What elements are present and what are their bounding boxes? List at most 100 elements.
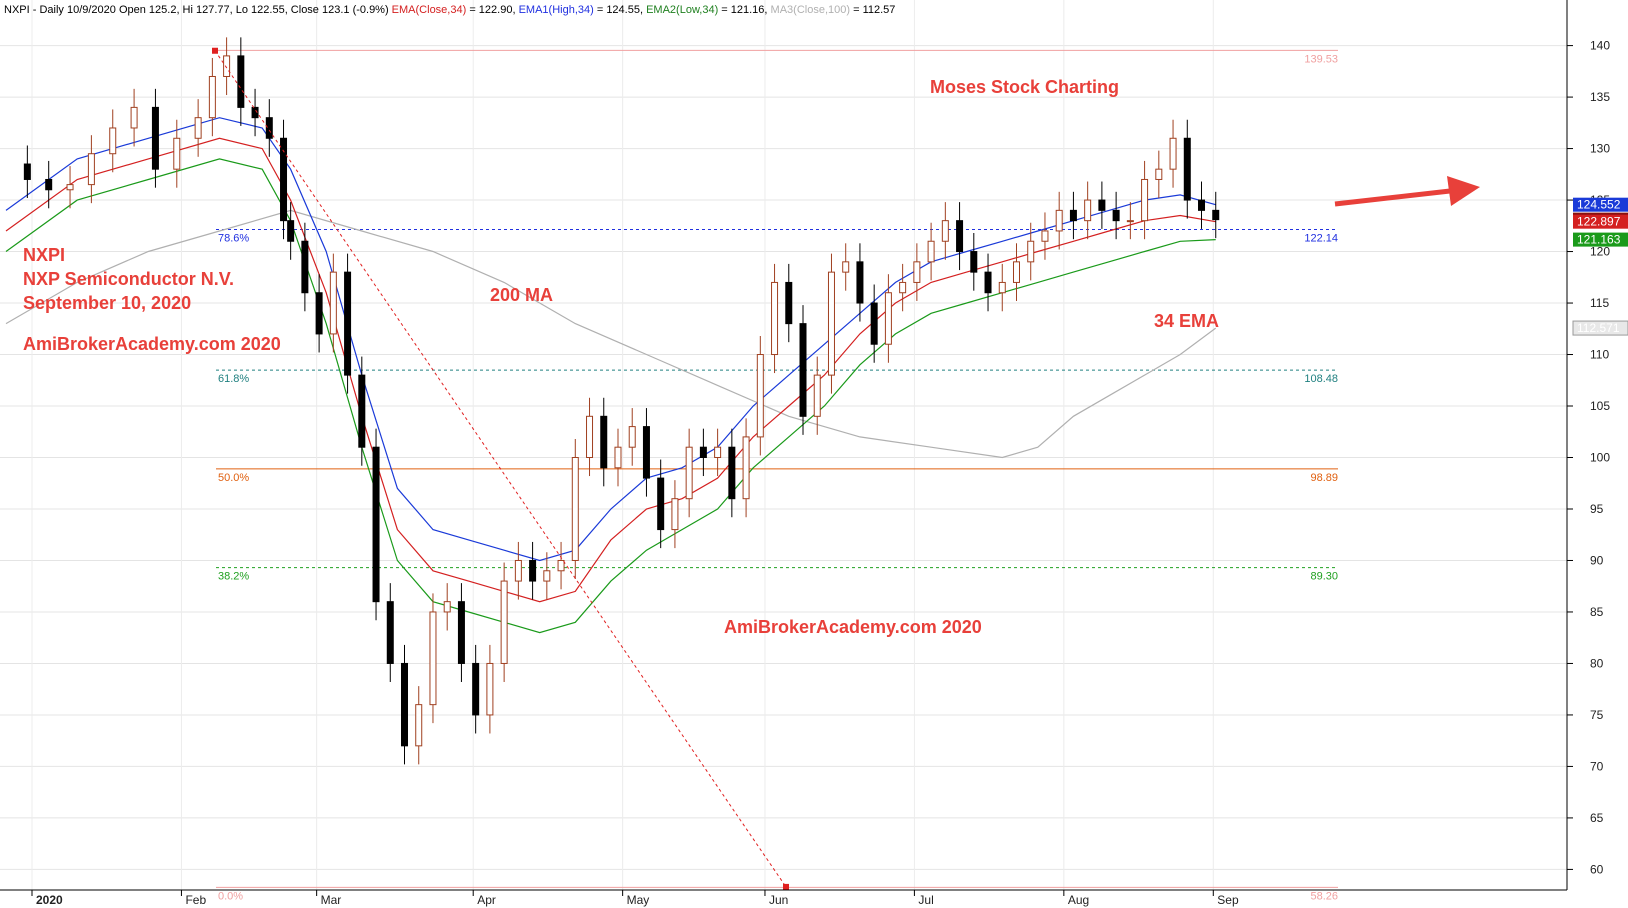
month-label: Apr — [477, 893, 496, 907]
fib-trend-line — [212, 47, 789, 890]
header-part: = 124.55, — [594, 4, 643, 16]
candle-body — [1155, 168, 1163, 180]
candle-body — [223, 55, 231, 77]
arrow-icon — [1334, 176, 1480, 207]
candle-body — [372, 446, 380, 603]
y-tick-label: 140 — [1590, 39, 1610, 53]
candle-body — [1183, 137, 1191, 201]
series-line-ma100 — [5, 209, 1217, 459]
fib-pct-label: 61.8% — [218, 373, 249, 385]
y-tick-label: 135 — [1590, 90, 1610, 104]
candle-body — [600, 415, 608, 469]
brand-label: Moses Stock Charting — [930, 77, 1119, 97]
y-tick-label: 90 — [1590, 553, 1604, 567]
candle-body — [543, 570, 551, 582]
header-part: EMA2(Low,34) — [643, 4, 718, 16]
candle-body — [756, 354, 764, 438]
candle-body — [251, 106, 259, 119]
y-tick-label: 65 — [1590, 811, 1604, 825]
fib-value-label: 108.48 — [1304, 373, 1338, 385]
candle-body — [1169, 137, 1177, 170]
candle-body — [45, 178, 53, 191]
candle-body — [998, 281, 1006, 294]
fib-pct-label: 50.0% — [218, 472, 249, 484]
candle-body — [927, 240, 935, 263]
grid-lines — [0, 0, 1567, 890]
candle-body — [429, 611, 437, 706]
candle-body — [301, 240, 309, 294]
candle-body — [208, 75, 216, 119]
candle-body — [500, 580, 508, 664]
candle-body — [1098, 199, 1106, 211]
candle-body — [66, 184, 74, 191]
fib-value-label: 58.26 — [1310, 890, 1338, 902]
fib-levels: 78.6% 122.14 61.8% 108.48 50.0% 98.89 38.2% 89.… — [216, 49, 1338, 902]
month-label: Feb — [185, 893, 206, 907]
candle-body — [315, 292, 323, 335]
header-part: EMA(Close,34) — [389, 4, 467, 16]
candle-body — [109, 127, 117, 155]
candle-body — [1027, 240, 1035, 263]
header-part: = 112.57 — [850, 4, 895, 16]
y-tick-label: 115 — [1590, 296, 1609, 310]
candle-body — [130, 106, 138, 129]
candle-body — [899, 281, 907, 294]
price-tag-box — [1572, 320, 1628, 336]
price-tag-box — [1573, 197, 1628, 212]
candle-body — [237, 55, 245, 108]
candle-body — [984, 271, 992, 294]
fib-value-label: 98.89 — [1310, 472, 1338, 484]
candle-body — [1055, 209, 1063, 232]
y-tick-label: 105 — [1590, 399, 1610, 413]
candle-body — [614, 446, 622, 469]
candle-body — [1084, 199, 1092, 222]
candle-body — [173, 137, 181, 170]
candle-body — [415, 704, 423, 747]
candle-body — [329, 271, 337, 335]
month-label: Aug — [1068, 893, 1089, 907]
candle-body — [571, 457, 579, 561]
header-part: MA3(Close,100) — [767, 4, 850, 16]
candle-body — [1112, 209, 1120, 222]
fib-pct-label: 0.0% — [218, 890, 243, 902]
candle-body — [386, 601, 394, 664]
trend-point-end — [783, 883, 789, 890]
y-tick-label: 80 — [1590, 656, 1604, 670]
candle-body — [87, 153, 95, 186]
candle-body — [628, 426, 636, 448]
month-label: May — [627, 893, 650, 907]
header-part: = 122.90, — [466, 4, 515, 16]
candle-body — [486, 662, 494, 716]
candle-body — [23, 163, 31, 180]
candle-body — [151, 106, 159, 170]
month-label: Mar — [321, 893, 342, 907]
y-tick-label: 110 — [1590, 348, 1609, 362]
fib-pct-label: 38.2% — [218, 571, 249, 583]
candle-body — [344, 271, 352, 376]
fib-value-label: 122.14 — [1304, 233, 1338, 245]
candle-body — [671, 498, 679, 531]
y-tick-label: 75 — [1590, 708, 1604, 722]
candle-body — [842, 261, 850, 273]
price-tag-label: 124.552 — [1577, 198, 1621, 212]
y-tick-label: 100 — [1590, 451, 1610, 465]
candle-body — [728, 446, 736, 500]
candle-body — [529, 559, 537, 582]
company-label: NXP Semiconductor N.V. — [23, 269, 234, 289]
candle-body — [699, 446, 707, 459]
candle-body — [970, 251, 978, 273]
candle-body — [443, 601, 451, 613]
y-tick-label: 130 — [1590, 142, 1610, 156]
candle-body — [514, 559, 522, 582]
candle-body — [642, 426, 650, 479]
candle-body — [870, 302, 878, 345]
candle-body — [358, 374, 366, 448]
ticker-label: NXPI — [23, 245, 65, 265]
y-tick-label: 70 — [1590, 759, 1604, 773]
candle-body — [586, 415, 594, 458]
price-tag-label: 112.571 — [1577, 321, 1620, 335]
header-part: EMA1(High,34) — [516, 4, 594, 16]
candle-body — [1069, 209, 1077, 222]
candle-body — [913, 261, 921, 283]
